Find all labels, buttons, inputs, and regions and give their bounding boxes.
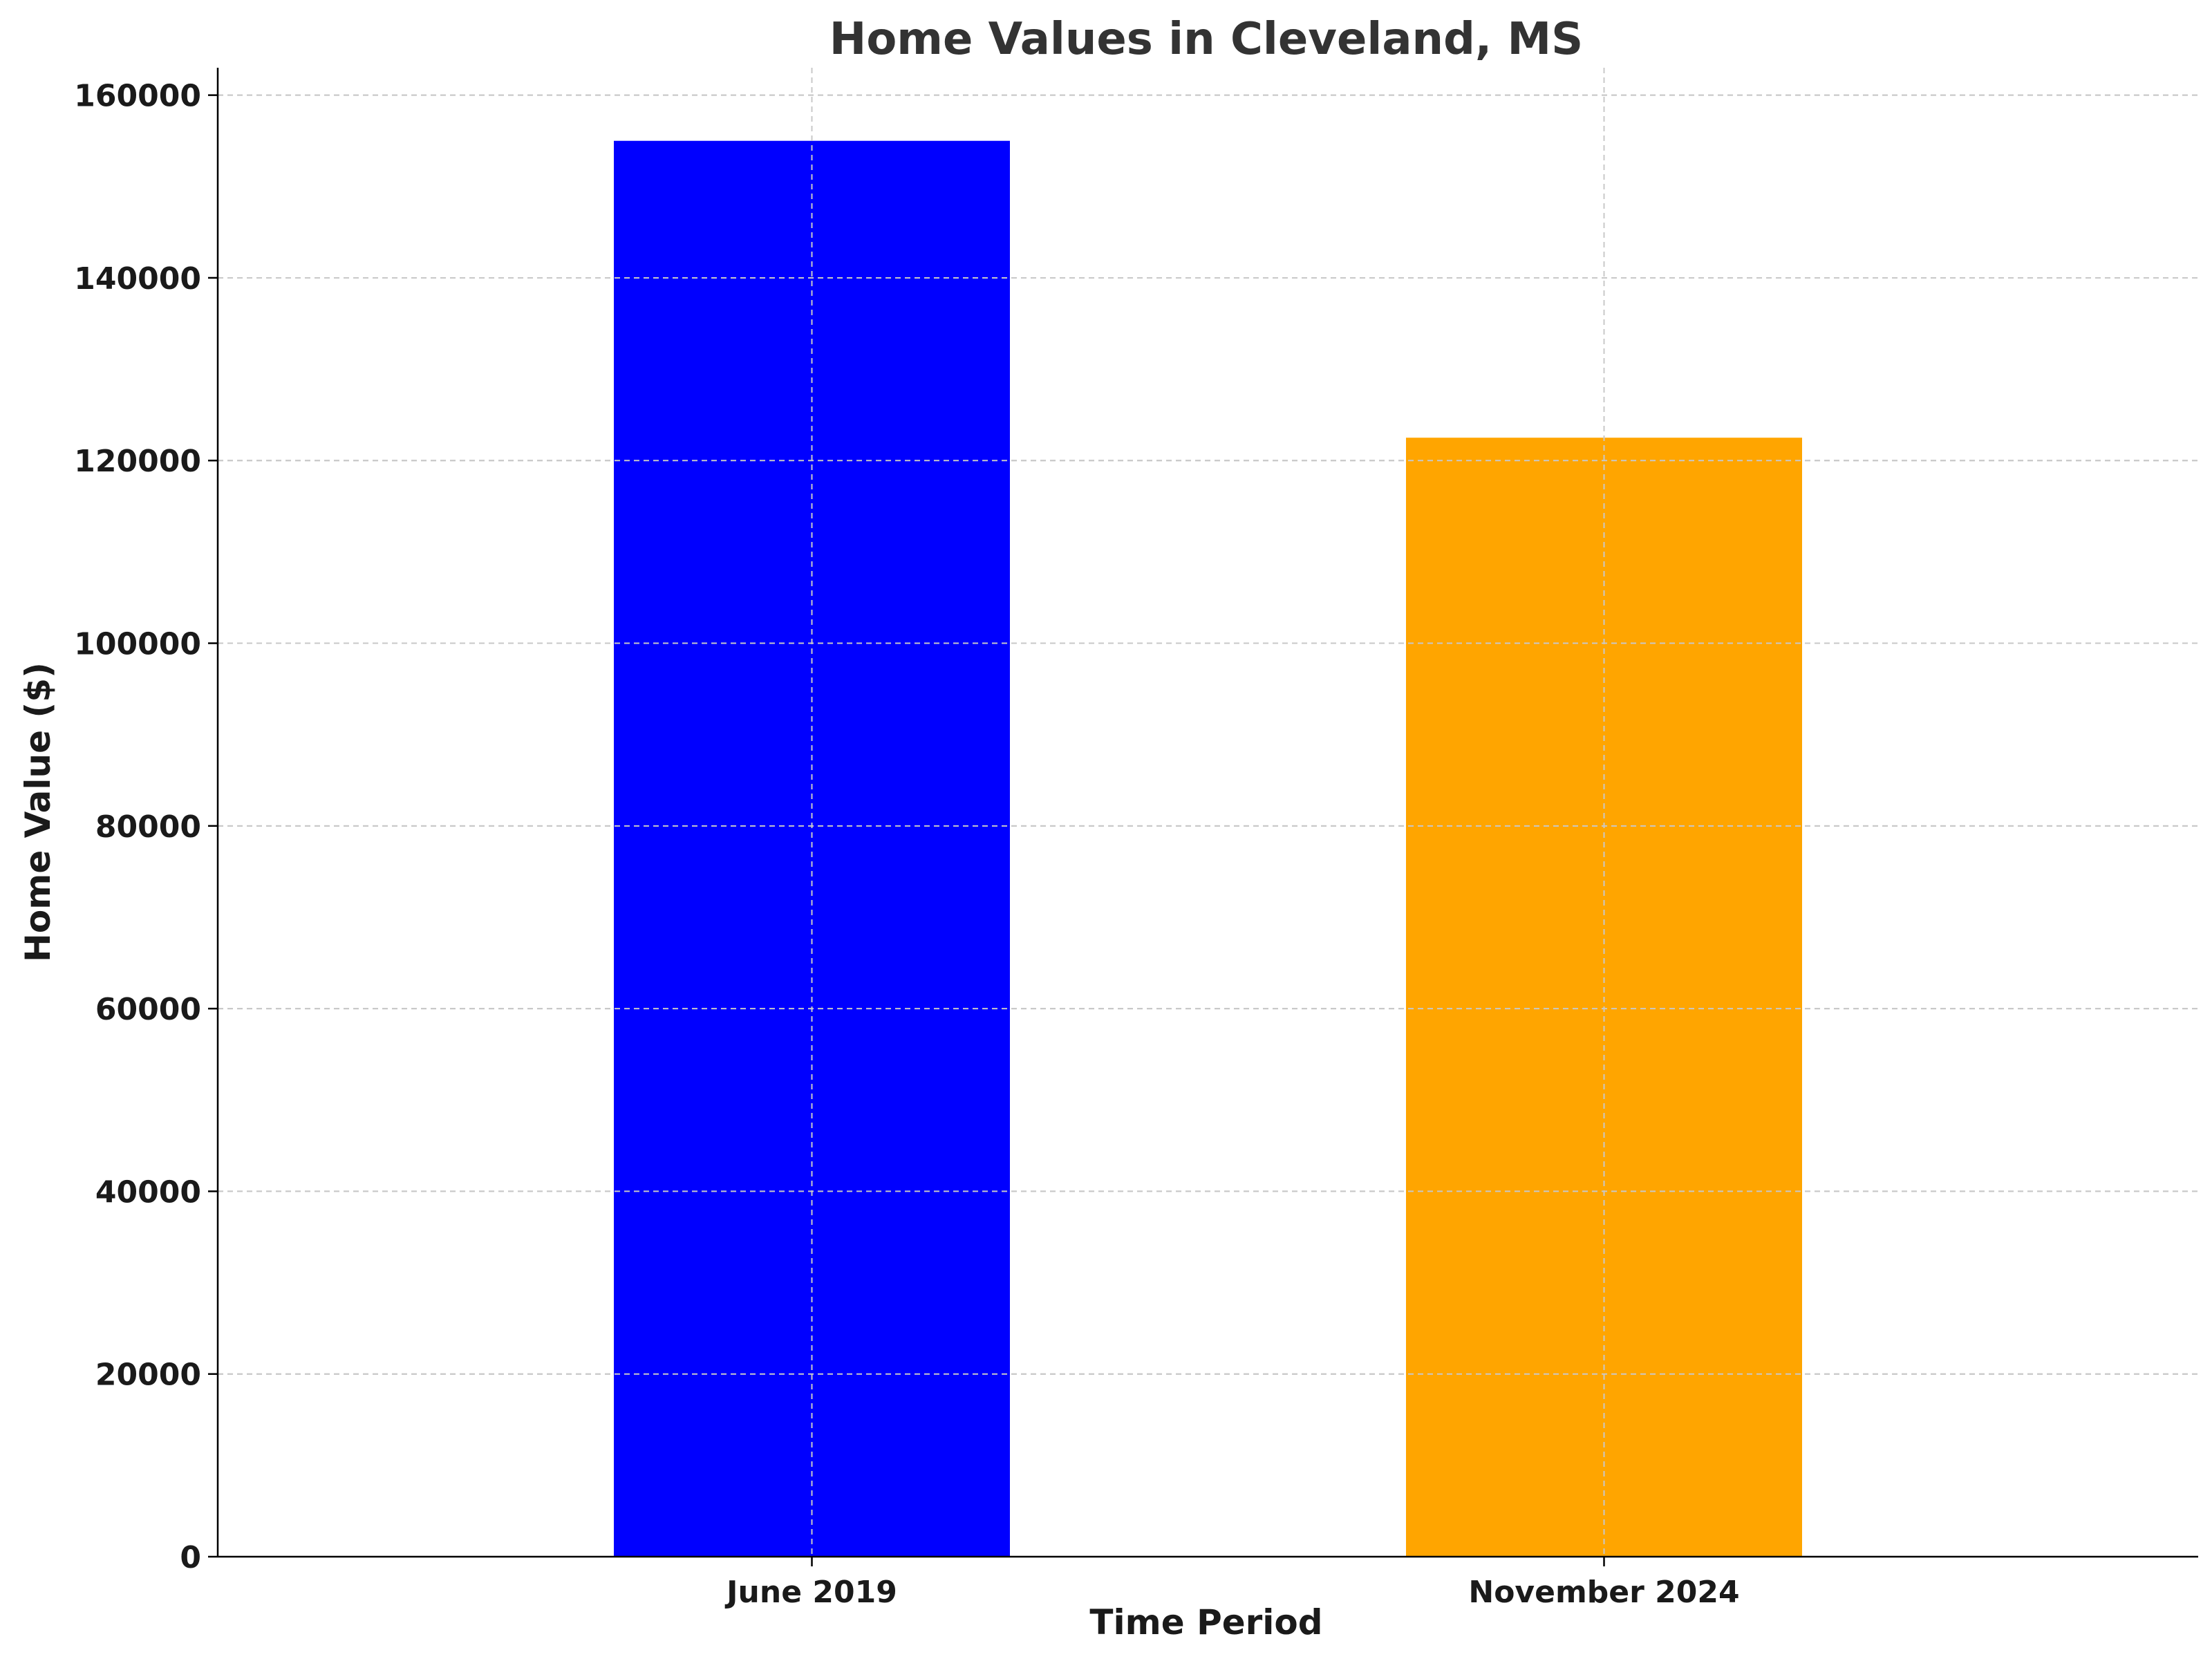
y-tick-label: 80000 — [95, 809, 201, 845]
y-tick-label: 40000 — [95, 1174, 201, 1210]
x-axis-label: Time Period — [1089, 1602, 1322, 1642]
y-tick-label: 60000 — [95, 992, 201, 1027]
y-tick-label: 20000 — [95, 1358, 201, 1393]
y-tick-label: 140000 — [74, 261, 201, 297]
y-axis-label: Home Value ($) — [18, 662, 58, 962]
x-tick-label: November 2024 — [1468, 1575, 1739, 1610]
spines — [216, 68, 2198, 1558]
bars — [614, 140, 1802, 1557]
x-tick-label: June 2019 — [724, 1575, 897, 1610]
axis-ticks: 0 20000 40000 60000 80000 100000 120000 140000 1… — [74, 79, 1739, 1610]
grid-lines-overlay — [218, 68, 2198, 1557]
chart-title: Home Values in Cleveland, MS — [830, 14, 1584, 65]
y-tick-label: 100000 — [74, 627, 201, 662]
y-tick-label: 160000 — [74, 79, 201, 114]
y-tick-label: 120000 — [74, 444, 201, 479]
y-tick-label: 0 — [180, 1540, 201, 1575]
grid-lines — [218, 68, 2198, 1557]
